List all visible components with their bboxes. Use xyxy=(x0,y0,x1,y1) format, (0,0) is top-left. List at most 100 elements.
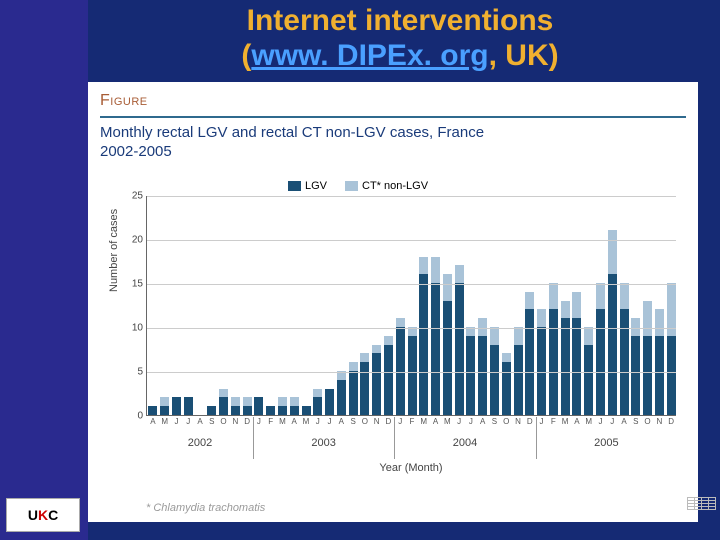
bar-seg-nonlgv xyxy=(525,292,534,310)
legend-swatch-nonlgv xyxy=(345,181,358,191)
year-separator xyxy=(253,417,254,459)
month-tick: N xyxy=(515,417,521,426)
month-tick: J xyxy=(610,417,614,426)
bar-seg-nonlgv xyxy=(584,327,593,345)
bar-seg-nonlgv xyxy=(537,309,546,327)
bar-seg-lgv xyxy=(290,406,299,415)
y-tick: 25 xyxy=(132,191,143,202)
month-tick: O xyxy=(644,417,650,426)
bar-seg-lgv xyxy=(207,406,216,415)
bar-seg-lgv xyxy=(219,397,228,415)
bar-seg-lgv xyxy=(643,336,652,415)
month-tick: S xyxy=(633,417,638,426)
bar-seg-lgv xyxy=(443,301,452,415)
month-tick: F xyxy=(410,417,415,426)
title-link[interactable]: www. DIPEx. org xyxy=(251,39,488,72)
bar-seg-nonlgv xyxy=(455,265,464,283)
bar-seg-lgv xyxy=(243,406,252,415)
month-tick: N xyxy=(374,417,380,426)
bar-seg-lgv xyxy=(572,318,581,415)
bar-seg-nonlgv xyxy=(278,397,287,406)
bar-seg-nonlgv xyxy=(384,336,393,345)
mini-table xyxy=(687,497,716,510)
chart-area: 0510152025AMJJASOND2002JFMAMJJASOND2003J… xyxy=(146,196,676,416)
bar-seg-lgv xyxy=(184,397,193,415)
month-tick: N xyxy=(232,417,238,426)
mini-cell xyxy=(702,507,709,510)
bar-seg-nonlgv xyxy=(655,309,664,335)
bar-seg-nonlgv xyxy=(290,397,299,406)
bar-seg-lgv xyxy=(584,345,593,415)
bar-seg-nonlgv xyxy=(360,353,369,362)
bar-seg-lgv xyxy=(561,318,570,415)
month-tick: O xyxy=(362,417,368,426)
month-tick: M xyxy=(444,417,451,426)
bar-seg-lgv xyxy=(254,397,263,415)
chart-legend: LGV CT* non-LGV xyxy=(288,180,428,192)
month-tick: J xyxy=(457,417,461,426)
grid-line xyxy=(147,284,676,285)
figure-title-line2: 2002-2005 xyxy=(100,143,172,160)
month-tick: M xyxy=(562,417,569,426)
bar-seg-nonlgv xyxy=(349,362,358,371)
mini-cell xyxy=(695,507,702,510)
month-tick: J xyxy=(328,417,332,426)
month-tick: J xyxy=(186,417,190,426)
month-tick: J xyxy=(316,417,320,426)
bar-seg-nonlgv xyxy=(561,301,570,319)
bar-seg-nonlgv xyxy=(160,397,169,406)
grid-line xyxy=(147,196,676,197)
bar-seg-lgv xyxy=(266,406,275,415)
year-label: 2003 xyxy=(311,437,335,449)
year-separator xyxy=(394,417,395,459)
bar-seg-nonlgv xyxy=(549,283,558,309)
y-tick: 5 xyxy=(137,367,143,378)
figure-title-line1: Monthly rectal LGV and rectal CT non-LGV… xyxy=(100,124,484,141)
bar-seg-lgv xyxy=(372,353,381,415)
month-tick: F xyxy=(551,417,556,426)
bar-seg-lgv xyxy=(631,336,640,415)
month-tick: O xyxy=(220,417,226,426)
figure-panel: Figure Monthly rectal LGV and rectal CT … xyxy=(88,82,698,522)
month-tick: A xyxy=(574,417,579,426)
bar-seg-lgv xyxy=(360,362,369,415)
y-axis-label: Number of cases xyxy=(108,209,120,292)
bar-seg-nonlgv xyxy=(596,283,605,309)
grid-line xyxy=(147,240,676,241)
legend-swatch-lgv xyxy=(288,181,301,191)
bar-seg-lgv xyxy=(148,406,157,415)
month-tick: A xyxy=(292,417,297,426)
bar-seg-lgv xyxy=(466,336,475,415)
bar-seg-lgv xyxy=(667,336,676,415)
bar-seg-lgv xyxy=(278,406,287,415)
month-tick: O xyxy=(503,417,509,426)
month-tick: A xyxy=(339,417,344,426)
month-tick: A xyxy=(480,417,485,426)
bar-seg-nonlgv xyxy=(419,257,428,275)
bar-seg-nonlgv xyxy=(313,389,322,398)
month-tick: M xyxy=(585,417,592,426)
bar-seg-lgv xyxy=(431,283,440,415)
bar-seg-nonlgv xyxy=(490,327,499,345)
bg-strip xyxy=(0,0,88,540)
bar-seg-lgv xyxy=(396,327,405,415)
bars-container xyxy=(147,196,676,415)
bar-seg-lgv xyxy=(172,397,181,415)
bar-seg-lgv xyxy=(478,336,487,415)
y-tick: 20 xyxy=(132,235,143,246)
bar-seg-nonlgv xyxy=(514,327,523,345)
bar-seg-lgv xyxy=(160,406,169,415)
month-tick: M xyxy=(279,417,286,426)
month-tick: J xyxy=(398,417,402,426)
month-tick: F xyxy=(268,417,273,426)
figure-rule xyxy=(100,116,686,118)
legend-item-nonlgv: CT* non-LGV xyxy=(345,180,428,192)
year-label: 2002 xyxy=(188,437,212,449)
figure-title: Monthly rectal LGV and rectal CT non-LGV… xyxy=(100,124,686,162)
figure-footnote: * Chlamydia trachomatis xyxy=(146,502,265,514)
legend-label-lgv: LGV xyxy=(305,180,327,192)
grid-line xyxy=(147,372,676,373)
bar-seg-lgv xyxy=(313,397,322,415)
month-tick: M xyxy=(303,417,310,426)
x-axis-label: Year (Month) xyxy=(146,462,676,474)
